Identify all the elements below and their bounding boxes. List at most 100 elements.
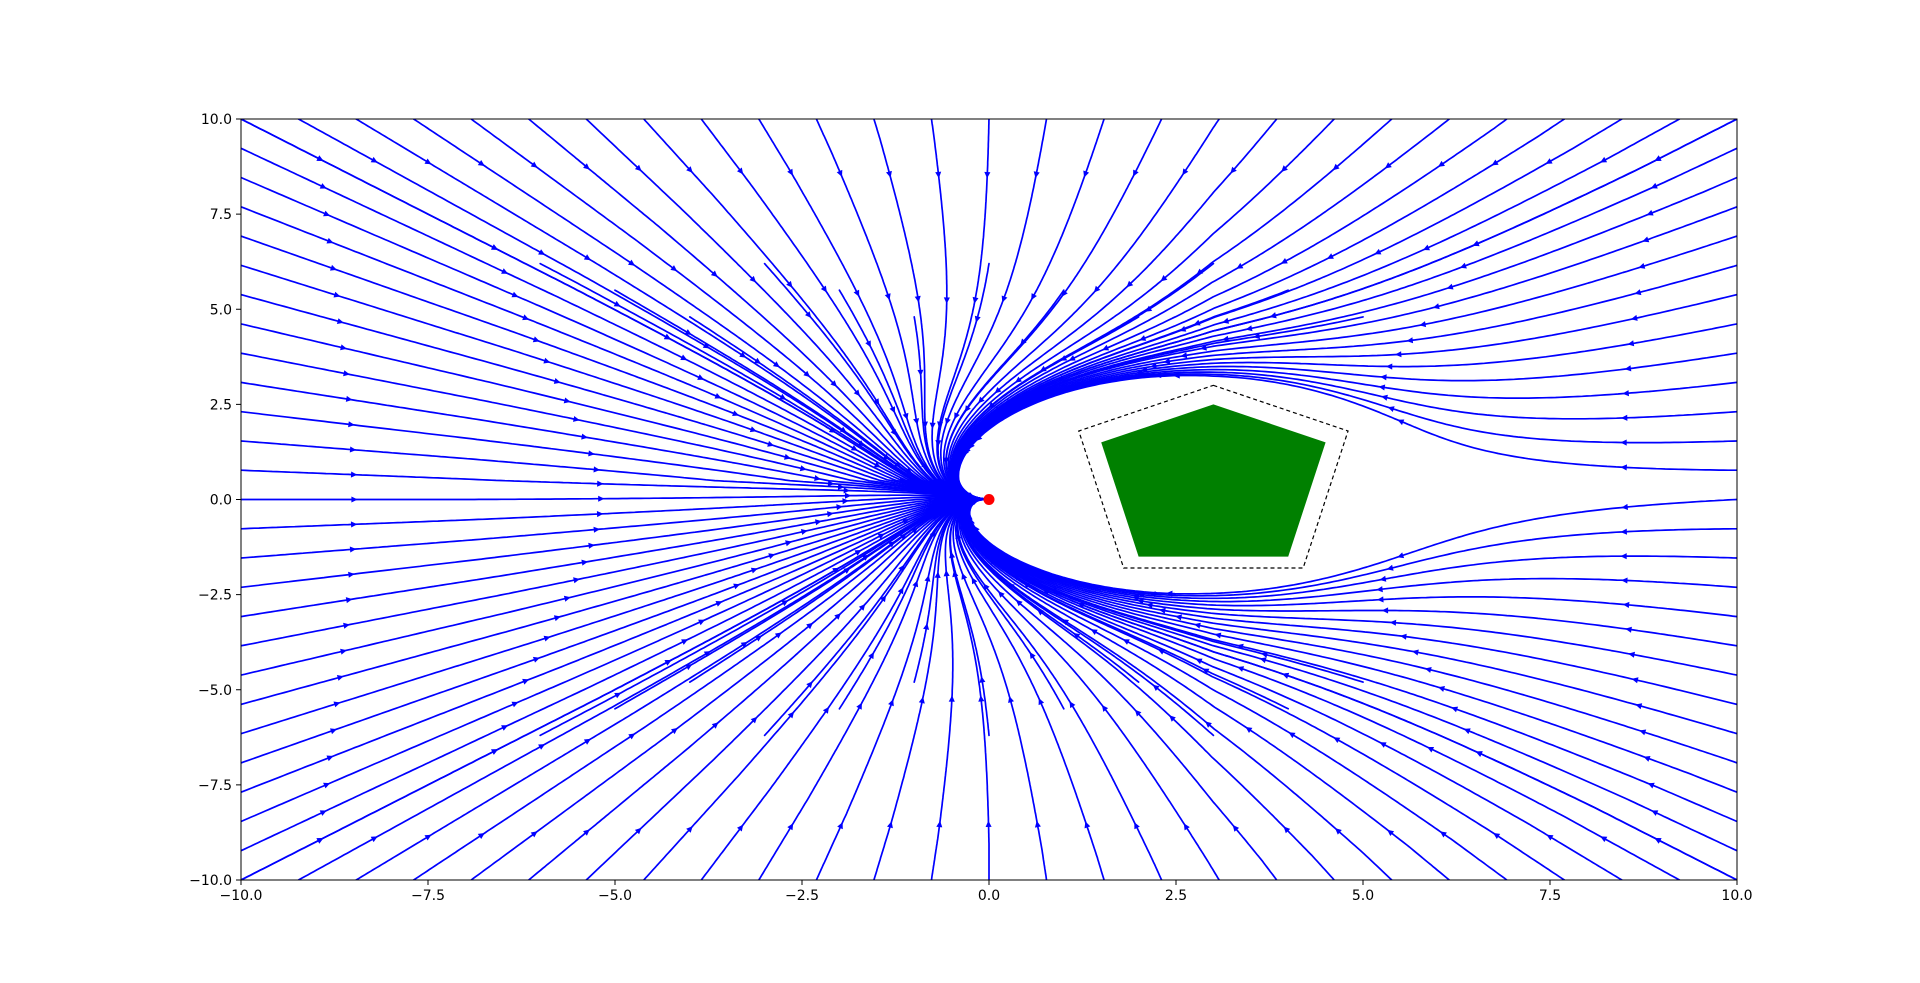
- x-tick-label: 0.0: [978, 888, 1000, 904]
- streamline-arrow: [787, 823, 794, 831]
- streamline-arrow: [1137, 598, 1144, 605]
- streamline-arrow: [1620, 528, 1627, 535]
- streamline-arrow: [1259, 657, 1267, 664]
- streamline-arrow: [1446, 283, 1454, 290]
- y-tick-label: −7.5: [198, 778, 232, 794]
- streamline: [955, 316, 1364, 500]
- streamline: [241, 496, 984, 530]
- streamline: [241, 496, 982, 559]
- streamline-arrow: [628, 733, 636, 740]
- x-tick-label: −5.0: [598, 888, 632, 904]
- streamline-arrow: [844, 492, 852, 499]
- streamline-arrow: [532, 336, 540, 343]
- streamline-arrow: [1288, 732, 1296, 739]
- streamline-arrow: [1245, 325, 1253, 332]
- streamline-arrow: [1193, 319, 1201, 326]
- streamline-arrow: [889, 406, 895, 414]
- streamline-arrow: [1182, 168, 1189, 176]
- streamline-arrow: [1379, 575, 1387, 582]
- streamline-arrow: [613, 300, 621, 307]
- streamline-arrow: [858, 604, 866, 611]
- streamline: [241, 440, 983, 500]
- streamline-arrow: [1642, 236, 1650, 243]
- streamline: [964, 498, 1290, 710]
- streamline: [241, 381, 983, 500]
- streamline: [962, 498, 1451, 880]
- streamline-arrow: [1083, 170, 1090, 178]
- streamline-arrow: [767, 440, 775, 447]
- streamline-arrow: [913, 418, 920, 425]
- streamline-arrow: [670, 265, 678, 272]
- streamline-arrow: [1625, 626, 1632, 633]
- streamline-arrow: [1384, 162, 1392, 169]
- streamline: [241, 498, 984, 880]
- streamline-arrow: [787, 168, 793, 176]
- streamline-arrow: [563, 595, 571, 602]
- streamline: [951, 262, 1215, 500]
- streamline-arrow: [832, 567, 840, 574]
- streamline-arrow: [681, 639, 689, 645]
- streamline-arrow: [684, 329, 692, 335]
- streamline-arrow: [350, 471, 358, 478]
- streamline-arrow: [711, 722, 719, 729]
- streamline-arrow: [583, 829, 590, 836]
- streamline-arrow: [340, 648, 347, 655]
- streamline-arrow: [1102, 344, 1110, 351]
- streamline: [958, 498, 1221, 880]
- streamline: [939, 119, 1048, 500]
- streamline-arrow: [917, 369, 924, 377]
- streamline-arrow: [710, 270, 718, 277]
- streamline-arrow: [1424, 667, 1432, 673]
- streamline: [956, 498, 1065, 710]
- streamline-arrow: [663, 333, 671, 340]
- streamline-arrow: [350, 521, 358, 528]
- streamline: [241, 498, 983, 823]
- obstacle-boundary: [1078, 384, 1349, 569]
- streamline-arrow: [1385, 363, 1393, 370]
- streamline-arrow: [1631, 677, 1639, 684]
- streamline-arrow: [829, 426, 836, 433]
- streamline-arrow: [1387, 829, 1395, 836]
- streamline: [965, 498, 1364, 683]
- streamline-arrow: [1463, 728, 1471, 735]
- streamline-arrow: [935, 440, 942, 447]
- streamline-arrow: [348, 421, 355, 428]
- streamline: [913, 498, 983, 683]
- streamline-arrow: [1175, 614, 1182, 621]
- streamline: [241, 410, 985, 500]
- streamline: [700, 119, 982, 500]
- goal-point: [983, 494, 995, 505]
- streamline: [585, 119, 982, 500]
- streamline-arrow: [501, 268, 509, 274]
- streamline-arrow: [1020, 338, 1027, 346]
- streamline-arrow: [1621, 414, 1628, 421]
- streamline-arrow: [732, 410, 740, 416]
- streamline-arrow: [749, 426, 757, 433]
- streamline: [355, 119, 982, 500]
- x-axis-ticks: −10.0 −7.5 −5.0 −2.5 0.0 2.5 5.0 7.5 10.0: [220, 880, 1753, 904]
- streamline-arrow: [1397, 552, 1405, 559]
- streamline-arrow: [899, 533, 907, 540]
- x-tick-label: 10.0: [1721, 888, 1752, 904]
- streamline-arrow: [856, 702, 862, 710]
- streamline: [585, 498, 982, 880]
- streamline-arrow: [336, 675, 344, 681]
- streamline-arrow: [1145, 305, 1153, 312]
- streamline-arrow: [948, 695, 955, 702]
- streamline-arrow: [1459, 262, 1467, 269]
- streamline: [241, 119, 986, 500]
- streamline-arrow: [340, 344, 347, 351]
- streamline-arrow: [1651, 810, 1659, 816]
- streamline-arrow: [1647, 782, 1655, 789]
- streamline-arrow: [664, 659, 672, 666]
- streamline-arrow: [929, 530, 936, 538]
- streamline-arrow: [1253, 333, 1260, 340]
- streamline-arrow: [1073, 633, 1081, 640]
- streamline: [241, 469, 985, 500]
- streamline: [241, 498, 983, 794]
- streamline-arrow: [1150, 362, 1157, 369]
- streamline-arrow: [943, 297, 950, 304]
- streamline-arrow: [750, 567, 758, 574]
- streamline-arrow: [316, 155, 324, 161]
- streamline-arrow: [786, 280, 793, 288]
